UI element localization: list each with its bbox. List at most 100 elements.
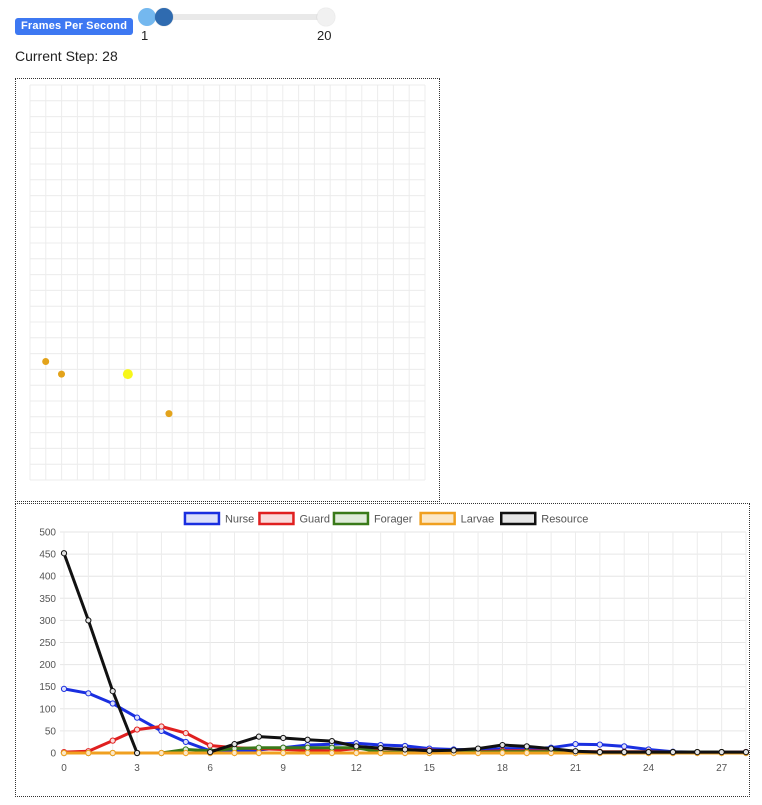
simulation-grid xyxy=(15,78,440,502)
data-point-nurse xyxy=(596,741,603,748)
y-tick-label: 0 xyxy=(50,749,56,760)
data-point-nurse xyxy=(572,741,579,748)
slider-track[interactable] xyxy=(146,14,333,20)
fps-control: Frames Per Second 1 20 xyxy=(15,6,345,46)
x-tick-label: 3 xyxy=(134,763,140,774)
legend-label-nurse[interactable]: Nurse xyxy=(225,514,254,526)
grid-canvas xyxy=(29,84,426,481)
data-point-resource xyxy=(353,743,360,750)
x-tick-label: 12 xyxy=(351,763,363,774)
data-point-larvae xyxy=(328,749,336,757)
legend-swatch-nurse[interactable] xyxy=(183,511,221,526)
data-point-larvae xyxy=(353,749,360,757)
x-tick-label: 18 xyxy=(497,763,509,774)
data-point-resource xyxy=(474,745,482,752)
x-tick-label: 15 xyxy=(424,763,436,774)
data-point-larvae xyxy=(182,749,189,757)
data-point-resource xyxy=(450,747,457,754)
data-point-resource xyxy=(255,733,262,740)
data-point-resource xyxy=(133,749,141,757)
y-tick-label: 300 xyxy=(39,616,56,627)
data-point-larvae xyxy=(60,749,68,757)
y-tick-label: 450 xyxy=(39,550,56,561)
y-tick-label: 50 xyxy=(45,726,57,737)
x-tick-label: 0 xyxy=(61,763,67,774)
data-point-forager xyxy=(280,744,287,751)
data-point-forager xyxy=(328,744,336,751)
data-point-nurse xyxy=(85,690,92,697)
data-point-larvae xyxy=(255,749,262,757)
data-point-larvae xyxy=(158,749,165,757)
data-point-guard xyxy=(207,742,214,749)
data-point-resource xyxy=(280,734,287,742)
legend-label-resource[interactable]: Resource xyxy=(541,514,588,526)
legend-label-larvae[interactable]: Larvae xyxy=(461,514,495,526)
agent-dot-0 xyxy=(42,358,50,365)
data-point-resource xyxy=(669,749,677,756)
data-point-resource xyxy=(596,749,603,756)
data-point-resource xyxy=(304,736,311,743)
slider-thumb[interactable] xyxy=(155,8,174,26)
data-point-nurse xyxy=(621,743,628,750)
slider-range-end-handle[interactable] xyxy=(317,8,335,26)
series-resource xyxy=(60,550,750,757)
data-point-larvae xyxy=(304,749,311,757)
data-point-resource xyxy=(499,741,506,749)
data-point-nurse xyxy=(133,714,141,721)
data-point-guard xyxy=(133,726,141,733)
slider-max-label: 20 xyxy=(317,28,332,43)
data-point-larvae xyxy=(85,749,92,757)
x-tick-label: 6 xyxy=(207,763,213,774)
data-point-resource xyxy=(694,749,701,756)
data-point-resource xyxy=(401,746,409,753)
fps-label-badge: Frames Per Second xyxy=(15,18,134,35)
data-point-forager xyxy=(304,744,311,751)
legend-swatch-guard[interactable] xyxy=(258,511,295,526)
x-tick-label: 21 xyxy=(570,763,582,774)
data-point-resource xyxy=(377,745,384,752)
data-point-resource xyxy=(645,749,652,756)
legend-swatch-resource[interactable] xyxy=(500,511,537,526)
data-point-nurse xyxy=(60,685,68,693)
y-tick-label: 350 xyxy=(39,594,56,605)
fps-slider[interactable] xyxy=(138,8,335,30)
data-point-larvae xyxy=(523,749,530,757)
data-point-guard xyxy=(182,730,189,737)
agent-dot-2 xyxy=(122,369,133,380)
legend-label-guard[interactable]: Guard xyxy=(299,514,330,526)
data-point-resource xyxy=(718,749,725,756)
chart-legend: Nurse Guard Forager Larvae Resource xyxy=(183,511,588,526)
legend-swatch-forager[interactable] xyxy=(332,511,370,526)
agent-dot-1 xyxy=(58,370,65,378)
data-point-resource xyxy=(60,550,68,557)
y-tick-label: 500 xyxy=(39,528,56,539)
data-point-resource xyxy=(523,743,530,750)
legend-swatch-larvae[interactable] xyxy=(419,511,456,526)
y-tick-label: 250 xyxy=(39,638,56,649)
data-point-larvae xyxy=(280,749,287,757)
data-point-larvae xyxy=(109,749,116,757)
y-tick-label: 200 xyxy=(39,660,56,671)
data-point-resource xyxy=(621,749,628,756)
agent-dot-3 xyxy=(165,410,173,418)
slider-range-start-handle[interactable] xyxy=(138,8,156,26)
slider-min-label: 1 xyxy=(141,28,149,43)
y-tick-label: 400 xyxy=(39,572,56,583)
data-point-larvae xyxy=(499,749,506,757)
data-point-resource xyxy=(231,741,238,748)
data-point-resource xyxy=(328,737,336,745)
grid-lines xyxy=(29,84,426,481)
chart-canvas: 0 50 100 150 200 250 300 350 400 450 500 0 3 6 9 12 15 18… xyxy=(39,511,750,774)
legend-label-forager[interactable]: Forager xyxy=(374,514,413,526)
data-point-resource xyxy=(742,749,750,756)
data-point-nurse xyxy=(182,738,189,746)
data-point-resource xyxy=(85,617,92,624)
data-point-larvae xyxy=(231,749,238,757)
data-point-resource xyxy=(572,748,579,755)
y-tick-label: 100 xyxy=(39,704,56,715)
x-tick-label: 24 xyxy=(643,763,655,774)
data-point-forager xyxy=(255,744,262,751)
data-point-resource xyxy=(426,747,433,754)
data-point-guard xyxy=(158,723,165,730)
data-point-resource xyxy=(109,688,116,695)
